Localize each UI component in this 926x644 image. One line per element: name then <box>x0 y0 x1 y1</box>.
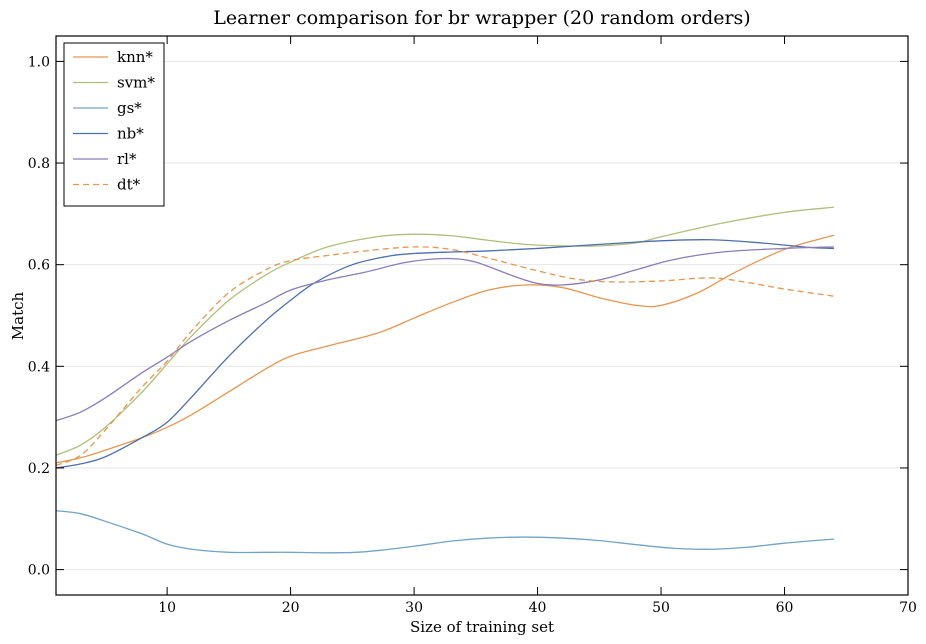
series-line-rl <box>56 246 834 422</box>
x-tick-label: 50 <box>652 600 670 616</box>
y-tick-label: 0.4 <box>28 359 50 375</box>
y-tick-label: 0.0 <box>28 563 50 579</box>
legend: knn* svm* gs* nb* rl* dt* <box>63 42 165 207</box>
series-line-nb <box>56 239 834 469</box>
legend-label: gs* <box>117 99 142 117</box>
y-tick-label: 1.0 <box>28 54 50 70</box>
y-tick-label: 0.2 <box>28 461 50 477</box>
legend-label: svm* <box>117 74 155 92</box>
x-tick-label: 70 <box>899 600 917 616</box>
y-tick-label: 0.6 <box>28 258 50 274</box>
axis-ticks: 0.0 0.2 0.4 0.6 0.8 1.0 10 20 30 40 50 60 70 <box>28 36 917 616</box>
legend-label: nb* <box>117 125 144 143</box>
series-line-svm <box>56 206 834 456</box>
y-axis-label: Match <box>9 291 27 340</box>
legend-label: knn* <box>117 48 153 66</box>
x-axis-label: Size of training set <box>410 618 554 636</box>
x-tick-label: 20 <box>282 600 300 616</box>
series-line-gs <box>56 509 834 554</box>
chart-title: Learner comparison for br wrapper (20 ra… <box>213 7 750 29</box>
plot-frame <box>55 35 909 596</box>
series-layer <box>56 206 835 554</box>
legend-label: rl* <box>117 150 137 168</box>
x-tick-label: 10 <box>158 600 176 616</box>
series-line-dt <box>56 246 835 467</box>
x-tick-label: 30 <box>405 600 423 616</box>
x-tick-label: 60 <box>776 600 794 616</box>
series-line-knn <box>56 234 835 464</box>
x-tick-label: 40 <box>529 600 547 616</box>
gridlines <box>56 60 908 571</box>
y-tick-label: 0.8 <box>28 156 50 172</box>
legend-label: dt* <box>117 176 141 194</box>
legend-frame <box>63 42 165 207</box>
